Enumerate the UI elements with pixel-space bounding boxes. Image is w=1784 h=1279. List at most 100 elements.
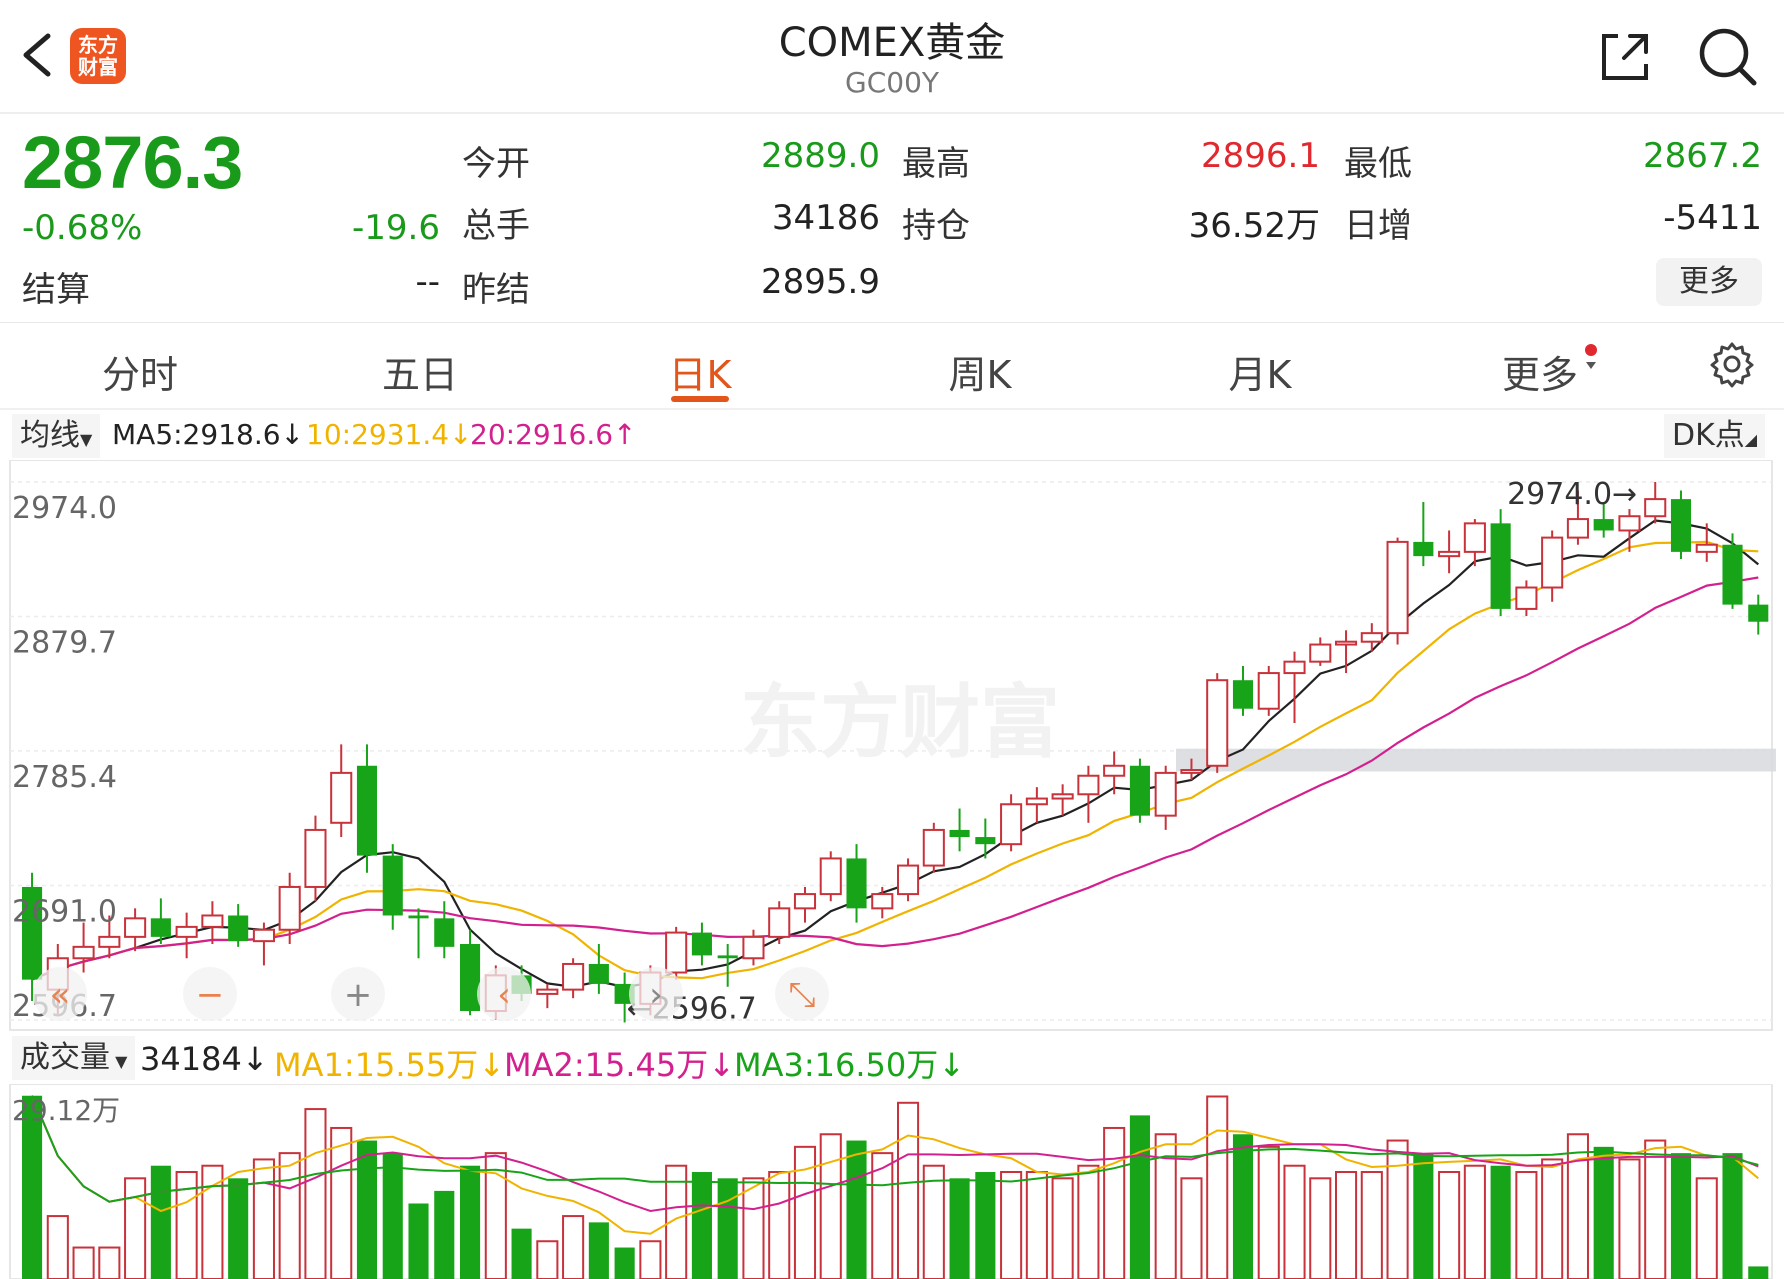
volume-bar <box>460 1165 481 1279</box>
zoom-out-icon-bg[interactable] <box>183 967 237 1021</box>
candlestick-chart[interactable]: 东方财富2974.02879.72785.42691.02596.72974.0… <box>0 460 1784 1032</box>
volume-bar <box>975 1172 996 1279</box>
volume-bar <box>1566 1133 1589 1279</box>
candle-body <box>1722 544 1743 605</box>
candle-body <box>1541 536 1564 589</box>
candle-body <box>1051 793 1074 800</box>
divider <box>0 408 1784 410</box>
dk-point-button[interactable]: DK点◢ <box>1664 414 1766 458</box>
volume-bar <box>1490 1165 1511 1279</box>
max-price-label: 2974.0→ <box>1507 477 1637 512</box>
candle-body <box>1257 672 1280 710</box>
logo-line2: 财富 <box>78 55 118 79</box>
position-label: 持仓 <box>902 206 970 246</box>
volume-bar <box>1335 1171 1358 1279</box>
volume-bar <box>1748 1266 1769 1279</box>
candle-body <box>1154 771 1177 817</box>
vol-ma2-line <box>31 1095 1759 1213</box>
scroll-left-icon-bg[interactable] <box>33 967 87 1021</box>
prev-icon-bg[interactable] <box>477 967 531 1021</box>
prev-icon[interactable]: ‹ <box>497 975 511 1015</box>
volume-bar <box>1695 1177 1718 1279</box>
candle-body <box>871 893 894 910</box>
watermark: 东方财富 <box>740 676 1060 769</box>
brand-logo: 东方 财富 <box>70 28 126 84</box>
volume-bar <box>1206 1095 1229 1279</box>
volume-bar <box>562 1215 585 1279</box>
settings-gear-icon[interactable] <box>1708 340 1756 388</box>
back-chevron-icon <box>23 33 51 77</box>
ma5-value: MA5:2918.6↓ <box>112 418 304 451</box>
high-value: 2896.1 <box>1201 136 1320 176</box>
back-icon[interactable] <box>18 30 58 80</box>
next-icon[interactable]: › <box>649 975 663 1015</box>
dropdown-arrow-icon: ▼ <box>110 1052 128 1071</box>
candle-body <box>72 945 95 960</box>
position-value: 36.52万 <box>1188 206 1320 246</box>
volume-bar <box>356 1140 378 1279</box>
tab-intraday[interactable]: 分时 <box>101 353 178 397</box>
vol-ma3: MA3:16.50万↓ <box>734 1046 966 1084</box>
candle-body <box>304 828 327 888</box>
volume-bar <box>278 1152 301 1279</box>
zoom-in-icon[interactable]: + <box>344 975 373 1015</box>
candle-body <box>536 988 559 995</box>
volume-label: 总手 <box>462 206 530 246</box>
candle-body <box>356 765 378 856</box>
volume-bar <box>614 1247 635 1279</box>
volume-bar <box>897 1101 920 1279</box>
next-icon-bg[interactable] <box>629 967 683 1021</box>
tab-five-day[interactable]: 五日 <box>381 353 458 397</box>
ma-selector-label: 均线 <box>20 418 80 453</box>
candle-body <box>1025 797 1048 806</box>
candle-body <box>1463 522 1486 553</box>
scroll-left-icon[interactable]: « <box>50 975 71 1015</box>
fullscreen-icon[interactable]: ⤡ <box>788 975 815 1015</box>
page-title: COMEX黄金 <box>778 20 1006 66</box>
corner-arrow-icon: ◢ <box>1744 430 1758 449</box>
volume-selector-label: 成交量 <box>20 1040 110 1075</box>
volume-bar <box>1413 1153 1434 1279</box>
low-value: 2867.2 <box>1643 136 1762 176</box>
candle-body <box>897 864 920 896</box>
volume-frame <box>9 1084 1773 1279</box>
search-icon[interactable] <box>1696 26 1760 86</box>
ma10-line <box>31 540 1759 981</box>
share-icon[interactable] <box>1596 28 1652 84</box>
volume-axis-label: 29.12万 <box>12 1094 120 1127</box>
volume-bar <box>1309 1177 1332 1279</box>
candle-body <box>22 886 43 980</box>
candle-body <box>382 855 403 916</box>
candle-body <box>1335 640 1358 646</box>
candle-body <box>278 885 301 931</box>
volume-chart[interactable]: 29.12万 <box>0 1084 1784 1279</box>
y-axis-label: 2879.7 <box>12 625 117 660</box>
candle-body <box>98 935 121 948</box>
candle-body <box>846 858 867 909</box>
candle-body <box>408 915 429 919</box>
support-band <box>1176 748 1776 772</box>
volume-bar <box>72 1246 95 1279</box>
active-tab-indicator <box>671 396 729 402</box>
volume-bar <box>1670 1153 1692 1279</box>
fullscreen-icon-bg[interactable] <box>775 967 829 1021</box>
dropdown-arrow-icon: ▼ <box>80 430 93 449</box>
volume-bar <box>1129 1115 1150 1279</box>
volume-bar <box>124 1177 147 1279</box>
ma-selector[interactable]: 均线▼ <box>12 414 101 458</box>
volume-bar <box>46 1215 69 1279</box>
candle-body <box>1180 769 1203 774</box>
volume-bar <box>949 1178 970 1279</box>
contract-code: GC00Y <box>845 66 939 99</box>
tab-more[interactable]: 更多 <box>1501 353 1578 397</box>
candle-body <box>742 935 765 960</box>
tab-weekly-k[interactable]: 周K <box>948 353 1012 397</box>
volume-bar <box>819 1133 842 1279</box>
tab-daily-k[interactable]: 日K <box>668 353 732 397</box>
tab-monthly-k[interactable]: 月K <box>1228 353 1292 397</box>
candle-body <box>1438 550 1461 558</box>
zoom-out-icon[interactable]: − <box>196 975 225 1015</box>
volume-selector[interactable]: 成交量 ▼ <box>12 1036 136 1080</box>
zoom-in-icon-bg[interactable] <box>331 967 385 1021</box>
more-quote-button[interactable]: 更多 <box>1656 258 1762 306</box>
